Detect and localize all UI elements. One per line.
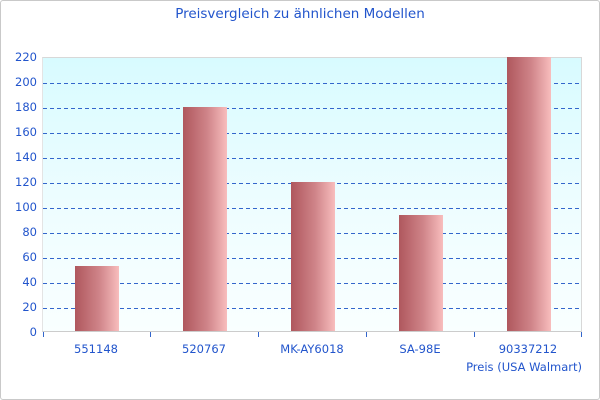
bar-90337212	[507, 57, 551, 331]
x-category-label-MK-AY6018: MK-AY6018	[280, 342, 344, 356]
x-axis-tick	[150, 332, 151, 337]
bar-551148	[75, 266, 119, 331]
x-axis-tick	[581, 332, 582, 337]
y-tick-label-180: 180	[15, 100, 37, 114]
plot-area	[42, 57, 582, 337]
gridline-140	[43, 158, 581, 159]
bar-520767	[183, 107, 227, 331]
y-tick-label-80: 80	[22, 225, 37, 239]
gridline-200	[43, 83, 581, 84]
y-tick-label-40: 40	[22, 275, 37, 289]
x-category-label-551148: 551148	[74, 342, 118, 356]
x-axis-tick	[258, 332, 259, 337]
x-axis-tick	[366, 332, 367, 337]
x-category-label-90337212: 90337212	[498, 342, 558, 356]
y-tick-label-120: 120	[15, 175, 37, 189]
y-tick-label-140: 140	[15, 150, 37, 164]
y-tick-label-100: 100	[15, 200, 37, 214]
y-tick-label-20: 20	[22, 300, 37, 314]
x-axis-tick	[474, 332, 475, 337]
y-tick-label-220: 220	[15, 50, 37, 64]
x-category-label-520767: 520767	[182, 342, 226, 356]
y-tick-label-0: 0	[29, 325, 37, 339]
x-axis-title: Preis (USA Walmart)	[466, 360, 582, 374]
y-tick-label-60: 60	[22, 250, 37, 264]
gridline-160	[43, 133, 581, 134]
y-tick-label-160: 160	[15, 125, 37, 139]
bar-SA-98E	[399, 215, 443, 331]
chart-title: Preisvergleich zu ähnlichen Modellen	[175, 6, 425, 22]
x-category-label-SA-98E: SA-98E	[399, 342, 441, 356]
gridline-180	[43, 108, 581, 109]
y-tick-label-200: 200	[15, 75, 37, 89]
bar-MK-AY6018	[291, 182, 335, 331]
x-axis-tick	[43, 332, 44, 337]
